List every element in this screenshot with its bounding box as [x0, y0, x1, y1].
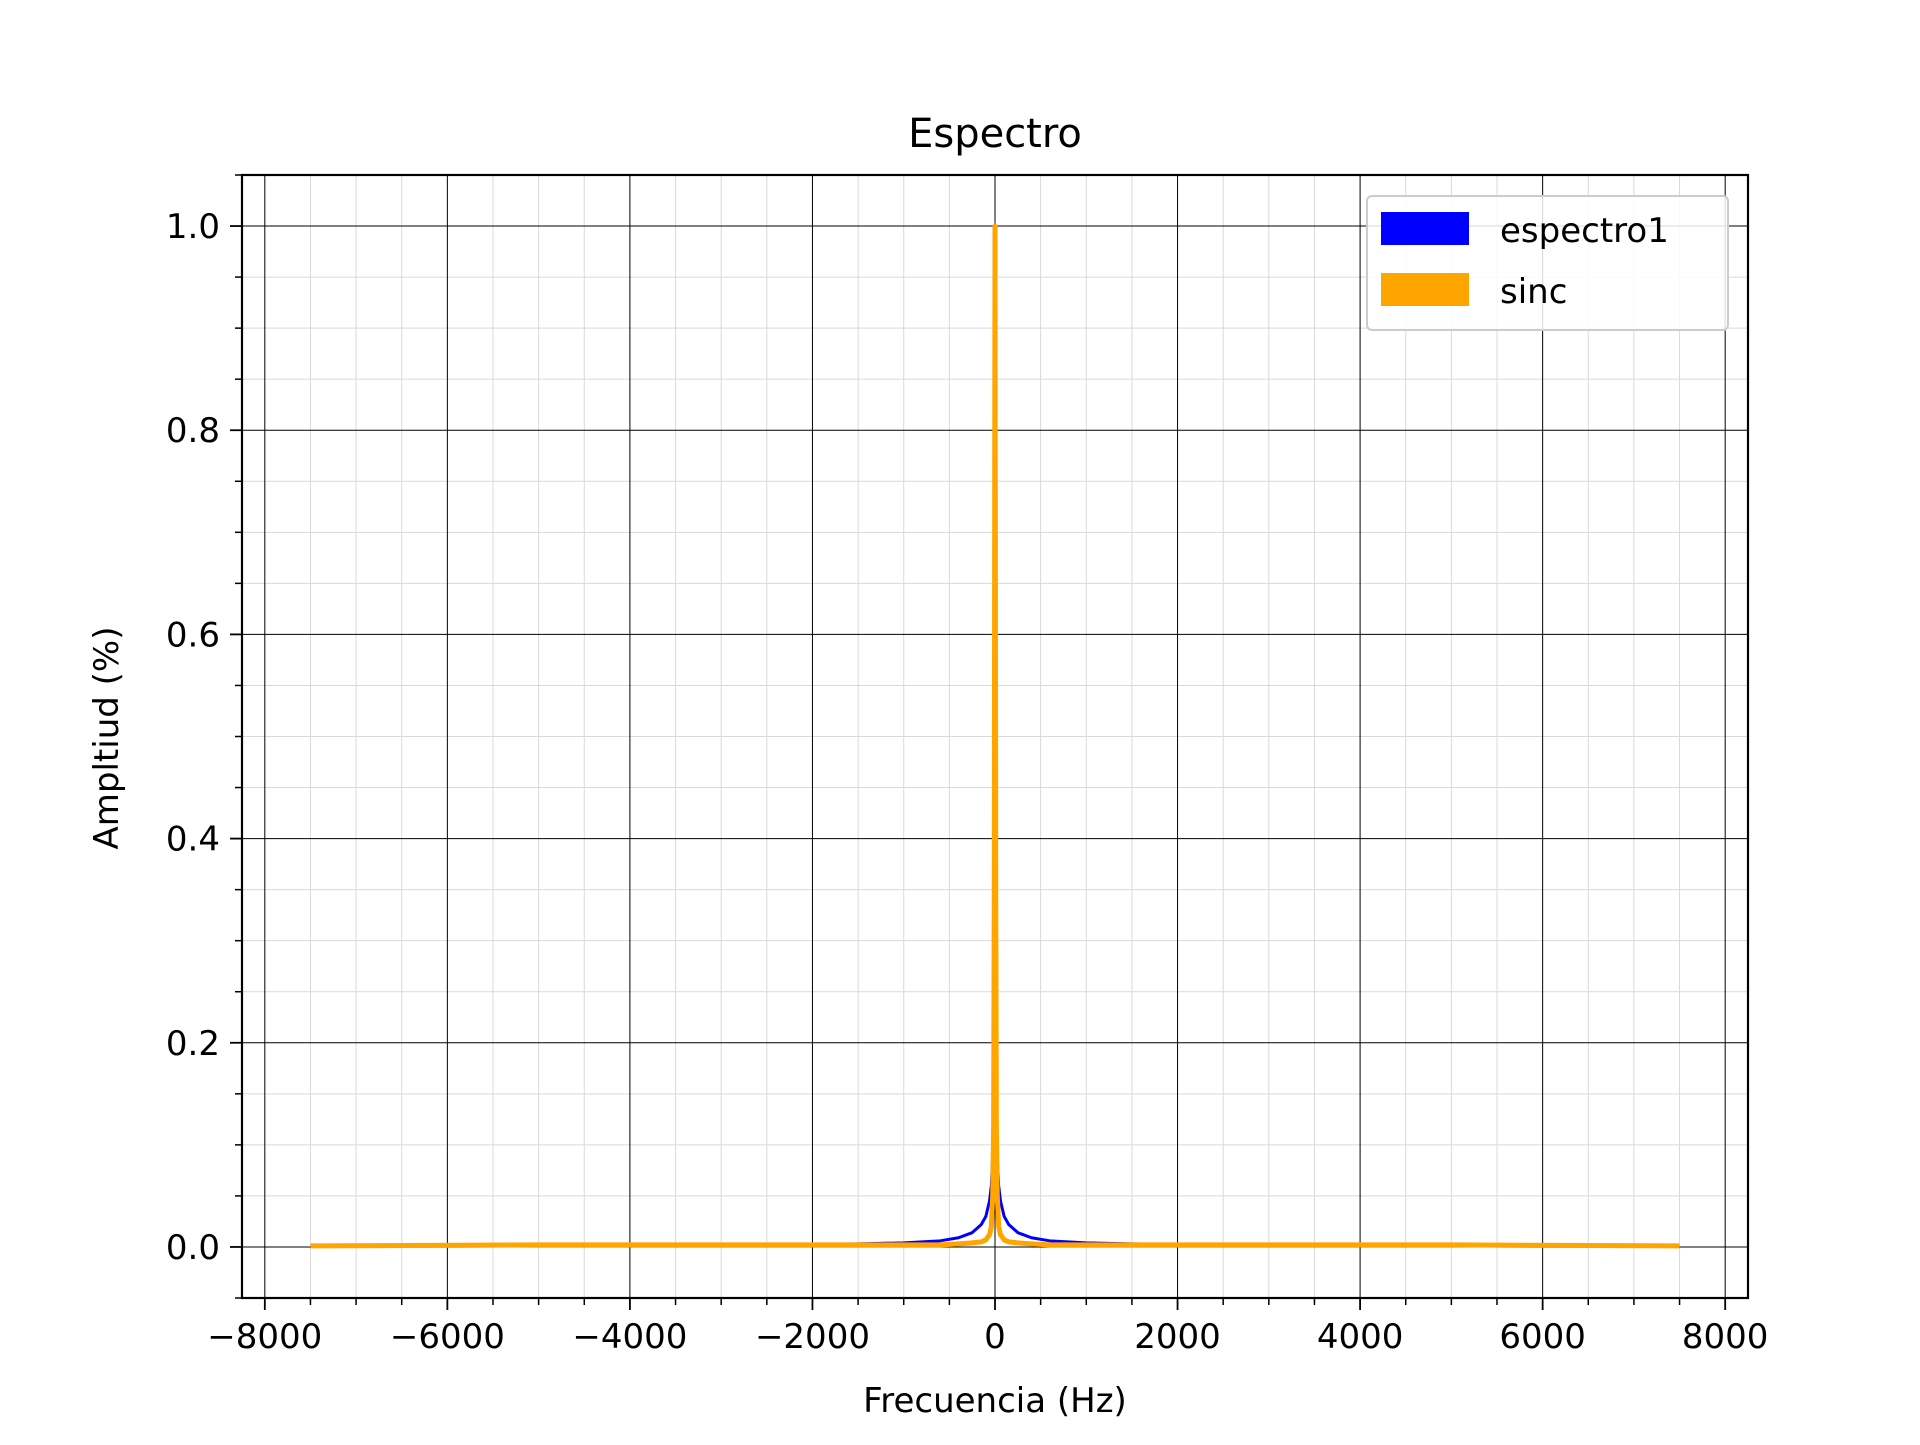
- minor-grid: [242, 174, 1748, 1299]
- y-tick-label: 0.4: [166, 820, 220, 860]
- legend-swatch-espectro1: [1381, 212, 1469, 245]
- y-axis: 0.0 0.2 0.4 0.6 0.8 1.0: [166, 174, 242, 1299]
- x-tick-label: 4000: [1317, 1317, 1404, 1357]
- series-layer: [310, 223, 1680, 1249]
- x-tick-label: 8000: [1682, 1317, 1769, 1357]
- y-axis-label: Ampltiud (%): [87, 627, 127, 850]
- y-tick-label: 0.6: [166, 615, 220, 655]
- x-tick-label: 2000: [1134, 1317, 1221, 1357]
- y-tick-label: 1.0: [166, 207, 220, 247]
- chart-title: Espectro: [908, 111, 1082, 157]
- legend-label-espectro1: espectro1: [1500, 211, 1669, 251]
- series-line-sinc: [310, 223, 1680, 1249]
- legend-swatch-sinc: [1381, 273, 1469, 306]
- legend-label-sinc: sinc: [1500, 272, 1567, 312]
- x-tick-label: −4000: [572, 1317, 687, 1357]
- y-tick-label: 0.8: [166, 411, 220, 451]
- x-axis: −8000 −6000 −4000 −2000 0 2000 4000 6000 8000: [207, 1298, 1768, 1357]
- x-tick-label: −2000: [755, 1317, 870, 1357]
- legend: espectro1 sinc: [1366, 195, 1729, 331]
- y-tick-label: 0.0: [166, 1228, 220, 1268]
- x-tick-label: 0: [984, 1317, 1006, 1357]
- y-tick-label: 0.2: [166, 1024, 220, 1064]
- x-tick-label: 6000: [1499, 1317, 1586, 1357]
- x-axis-label: Frecuencia (Hz): [863, 1381, 1127, 1421]
- x-tick-label: −6000: [390, 1317, 505, 1357]
- x-tick-label: −8000: [207, 1317, 322, 1357]
